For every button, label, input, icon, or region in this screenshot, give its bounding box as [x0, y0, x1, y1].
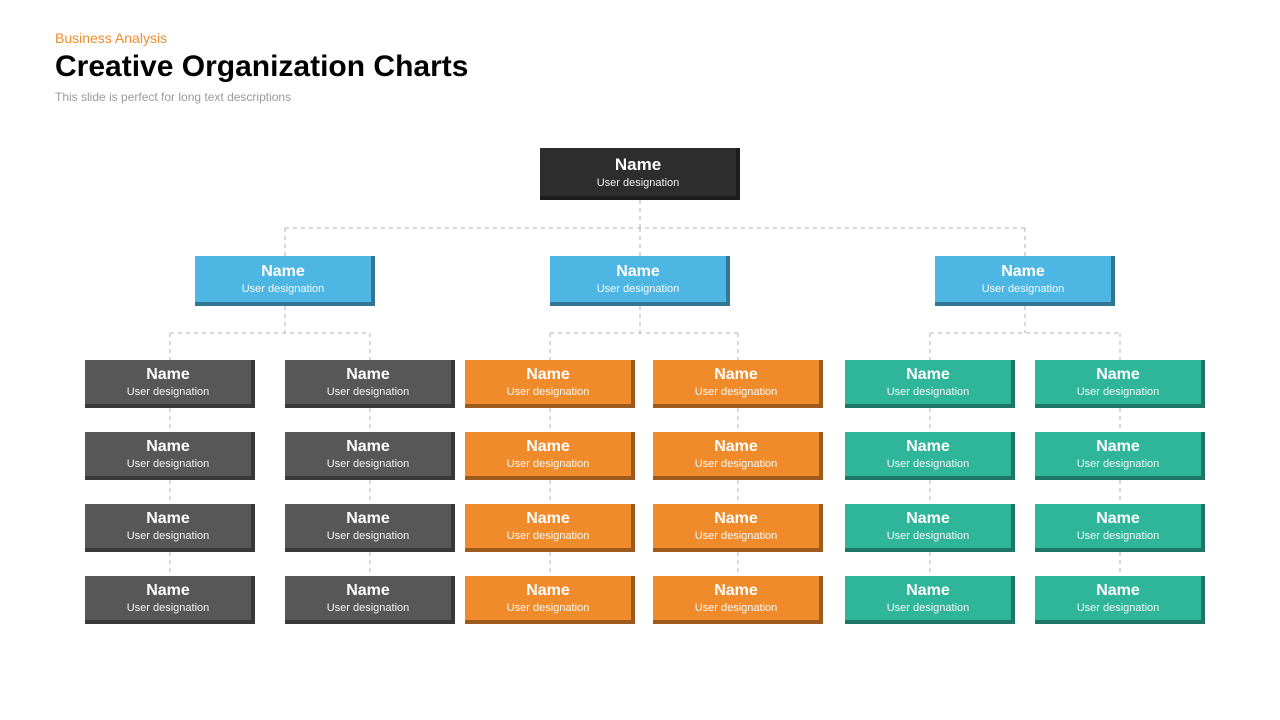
- org-node-tier2-1: Name User designation: [550, 256, 730, 306]
- node-name: Name: [526, 366, 570, 384]
- slide-header: Business Analysis Creative Organization …: [55, 30, 468, 104]
- org-node-tier3-1-0: Name User designation: [285, 360, 455, 408]
- node-designation: User designation: [327, 530, 410, 542]
- node-name: Name: [261, 263, 305, 281]
- org-node-tier3-4-3: Name User designation: [845, 576, 1015, 624]
- node-designation: User designation: [127, 458, 210, 470]
- org-node-tier3-0-0: Name User designation: [85, 360, 255, 408]
- node-name: Name: [1001, 263, 1045, 281]
- org-node-tier3-3-1: Name User designation: [653, 432, 823, 480]
- node-designation: User designation: [887, 386, 970, 398]
- org-node-tier3-1-3: Name User designation: [285, 576, 455, 624]
- node-name: Name: [906, 510, 950, 528]
- page-subtitle: This slide is perfect for long text desc…: [55, 90, 468, 104]
- node-designation: User designation: [597, 177, 680, 189]
- org-node-tier3-2-2: Name User designation: [465, 504, 635, 552]
- node-designation: User designation: [507, 458, 590, 470]
- node-designation: User designation: [242, 283, 325, 295]
- node-name: Name: [906, 438, 950, 456]
- node-designation: User designation: [507, 602, 590, 614]
- org-node-tier3-3-3: Name User designation: [653, 576, 823, 624]
- node-designation: User designation: [597, 283, 680, 295]
- node-name: Name: [346, 366, 390, 384]
- node-name: Name: [526, 438, 570, 456]
- node-name: Name: [1096, 582, 1140, 600]
- node-designation: User designation: [695, 602, 778, 614]
- node-designation: User designation: [1077, 530, 1160, 542]
- node-designation: User designation: [887, 458, 970, 470]
- node-name: Name: [146, 366, 190, 384]
- node-name: Name: [615, 155, 661, 175]
- org-node-tier3-5-1: Name User designation: [1035, 432, 1205, 480]
- node-designation: User designation: [127, 386, 210, 398]
- org-node-tier3-2-1: Name User designation: [465, 432, 635, 480]
- org-node-tier3-1-2: Name User designation: [285, 504, 455, 552]
- node-designation: User designation: [695, 386, 778, 398]
- node-name: Name: [346, 582, 390, 600]
- page-title: Creative Organization Charts: [55, 50, 468, 84]
- node-name: Name: [714, 510, 758, 528]
- org-node-tier3-2-3: Name User designation: [465, 576, 635, 624]
- node-designation: User designation: [1077, 386, 1160, 398]
- org-node-tier3-0-2: Name User designation: [85, 504, 255, 552]
- node-designation: User designation: [327, 458, 410, 470]
- node-designation: User designation: [982, 283, 1065, 295]
- org-node-tier3-4-2: Name User designation: [845, 504, 1015, 552]
- org-chart: Name User designation Name User designation…: [0, 140, 1280, 700]
- node-designation: User designation: [1077, 458, 1160, 470]
- org-node-tier3-0-1: Name User designation: [85, 432, 255, 480]
- node-designation: User designation: [507, 386, 590, 398]
- node-name: Name: [146, 582, 190, 600]
- node-name: Name: [714, 438, 758, 456]
- node-name: Name: [526, 582, 570, 600]
- node-name: Name: [1096, 366, 1140, 384]
- node-designation: User designation: [507, 530, 590, 542]
- node-name: Name: [526, 510, 570, 528]
- node-name: Name: [346, 438, 390, 456]
- node-name: Name: [146, 510, 190, 528]
- node-designation: User designation: [695, 458, 778, 470]
- node-name: Name: [616, 263, 660, 281]
- org-node-tier3-4-0: Name User designation: [845, 360, 1015, 408]
- org-node-tier3-3-0: Name User designation: [653, 360, 823, 408]
- node-name: Name: [146, 438, 190, 456]
- node-name: Name: [346, 510, 390, 528]
- org-node-tier3-5-2: Name User designation: [1035, 504, 1205, 552]
- node-name: Name: [906, 582, 950, 600]
- node-designation: User designation: [127, 602, 210, 614]
- org-node-tier3-5-3: Name User designation: [1035, 576, 1205, 624]
- node-designation: User designation: [327, 602, 410, 614]
- node-name: Name: [714, 366, 758, 384]
- eyebrow-text: Business Analysis: [55, 30, 468, 46]
- node-designation: User designation: [1077, 602, 1160, 614]
- node-name: Name: [1096, 438, 1140, 456]
- org-node-tier3-3-2: Name User designation: [653, 504, 823, 552]
- node-designation: User designation: [327, 386, 410, 398]
- org-node-tier3-1-1: Name User designation: [285, 432, 455, 480]
- org-node-tier3-4-1: Name User designation: [845, 432, 1015, 480]
- node-name: Name: [906, 366, 950, 384]
- node-designation: User designation: [887, 602, 970, 614]
- org-node-tier3-2-0: Name User designation: [465, 360, 635, 408]
- node-designation: User designation: [695, 530, 778, 542]
- org-node-tier2-2: Name User designation: [935, 256, 1115, 306]
- node-designation: User designation: [887, 530, 970, 542]
- org-node-tier3-0-3: Name User designation: [85, 576, 255, 624]
- org-node-tier3-5-0: Name User designation: [1035, 360, 1205, 408]
- org-node-tier2-0: Name User designation: [195, 256, 375, 306]
- node-name: Name: [1096, 510, 1140, 528]
- node-name: Name: [714, 582, 758, 600]
- org-node-root: Name User designation: [540, 148, 740, 200]
- node-designation: User designation: [127, 530, 210, 542]
